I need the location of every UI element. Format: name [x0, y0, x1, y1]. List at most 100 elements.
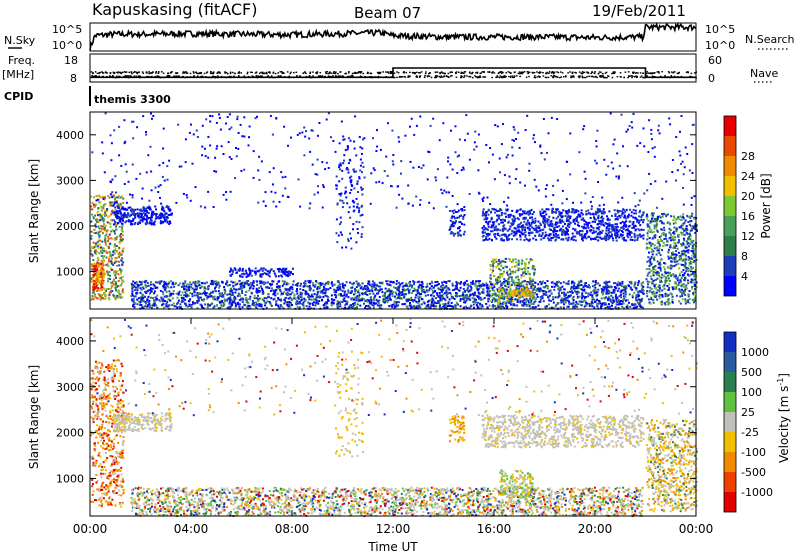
station-title: Kapuskasing (fitACF) [92, 0, 257, 19]
power-cell [452, 296, 454, 299]
power-cell [506, 266, 508, 269]
power-cell [455, 285, 458, 288]
power-cell [504, 284, 507, 287]
freq-dot [193, 75, 195, 77]
freq-dot [493, 72, 496, 74]
power-cell [261, 273, 264, 276]
power-cell [102, 220, 105, 223]
power-cell [581, 301, 584, 303]
power-cell [122, 238, 124, 241]
freq-dot [350, 75, 353, 77]
power-cell [506, 280, 509, 283]
power-cell [120, 270, 122, 273]
freq-dot [419, 75, 421, 78]
power-cell [507, 283, 510, 286]
freq-dot [289, 72, 292, 75]
power-cell [445, 307, 448, 309]
power-cell [93, 232, 96, 234]
power-cell [602, 285, 605, 288]
power-cell [163, 216, 166, 219]
power-cell [322, 292, 325, 295]
power-cell [147, 295, 150, 298]
power-cell [454, 287, 457, 290]
power-cell [103, 250, 105, 253]
power-cell [363, 291, 366, 294]
freq-dot [471, 76, 474, 79]
freq-dot [444, 72, 446, 75]
freq-dot [352, 72, 354, 75]
power-cell [610, 300, 613, 303]
power-cell [357, 291, 359, 294]
freq-dot [401, 76, 404, 78]
power-cell [140, 213, 143, 215]
power-cell [320, 291, 323, 294]
freq-dot [175, 75, 178, 77]
power-cell [542, 300, 545, 303]
power-cell [141, 218, 144, 221]
power-cell [433, 284, 436, 287]
power-cell [371, 288, 374, 291]
power-cell [600, 287, 603, 290]
power-cell [289, 296, 291, 299]
power-cell [510, 283, 513, 286]
power-cell [109, 254, 112, 257]
power-cell [140, 281, 143, 284]
power-cell [100, 295, 103, 298]
freq-dot [136, 72, 138, 75]
power-cell [108, 298, 111, 301]
power-cell [530, 302, 533, 305]
power-cell [332, 302, 335, 305]
power-cell [521, 268, 524, 271]
power-cell [132, 219, 135, 222]
power-cell [499, 261, 502, 264]
power-cell [107, 260, 110, 263]
freq-dot [587, 72, 590, 74]
power-cell [92, 288, 95, 291]
freq-dot [116, 71, 118, 74]
power-cell [130, 220, 133, 223]
freq-dot [315, 72, 317, 74]
power-cell [317, 290, 320, 293]
power-cell [530, 296, 533, 299]
power-cell [449, 291, 452, 294]
power-cell [571, 291, 574, 294]
power-cell [514, 290, 517, 293]
power-cell [380, 304, 383, 307]
power-cell [101, 232, 104, 235]
power-cell [114, 271, 117, 274]
power-cell [463, 284, 466, 287]
power-cell [545, 294, 548, 296]
power-cell [431, 302, 434, 305]
power-cell [502, 305, 504, 308]
power-cell [585, 282, 587, 284]
power-cell [304, 282, 307, 285]
power-cell [173, 285, 176, 288]
power-cell [254, 270, 257, 273]
power-cell [405, 305, 408, 308]
power-cell [529, 258, 532, 261]
power-cell [455, 287, 458, 290]
power-cell [140, 283, 143, 286]
power-cell [243, 282, 246, 285]
power-cell [118, 277, 121, 280]
power-cell [512, 304, 515, 307]
power-cell [525, 283, 528, 286]
freq-dot [469, 75, 471, 78]
power-cell [313, 298, 316, 301]
power-cell [587, 284, 590, 287]
power-cell [141, 286, 144, 289]
power-cell [105, 250, 108, 253]
power-cell [231, 270, 234, 273]
power-cell [251, 302, 254, 305]
power-cell [191, 301, 194, 304]
freq-dot [496, 75, 499, 77]
power-cell [150, 306, 153, 309]
freq-dot [628, 75, 630, 77]
power-cell [136, 287, 139, 290]
power-cell [144, 281, 147, 284]
power-cell [92, 274, 95, 276]
power-cell [212, 298, 215, 301]
power-cell [108, 215, 111, 218]
power-cell [285, 292, 288, 295]
power-cell [338, 284, 341, 287]
